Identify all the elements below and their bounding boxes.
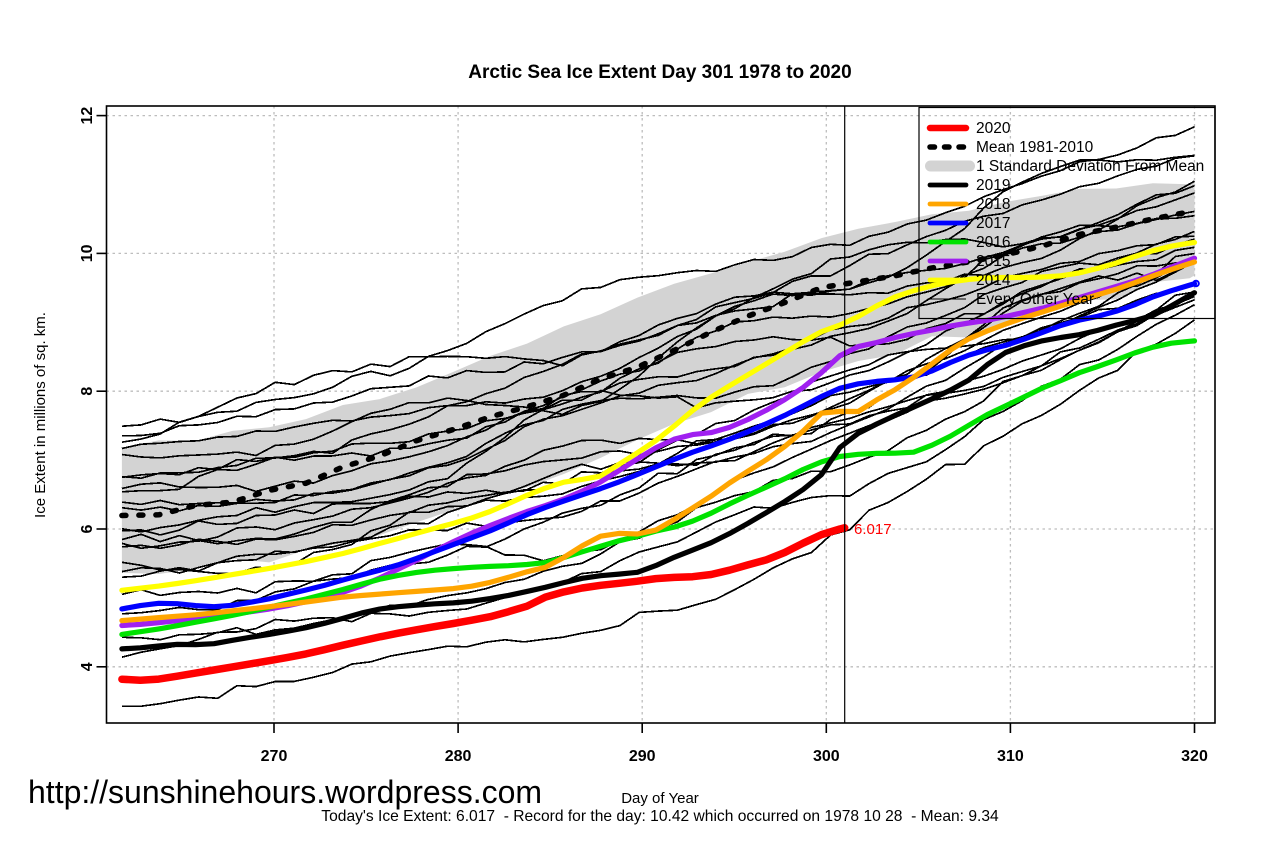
svg-text:Ice Extent in millions of sq.: Ice Extent in millions of sq. km.: [32, 312, 49, 518]
svg-text:310: 310: [997, 748, 1024, 765]
svg-text:1 Standard Deviation From Mean: 1 Standard Deviation From Mean: [976, 158, 1204, 175]
svg-text:2020: 2020: [976, 120, 1011, 137]
svg-text:Mean 1981-2010: Mean 1981-2010: [976, 139, 1094, 156]
svg-text:2014: 2014: [976, 272, 1011, 289]
svg-text:2019: 2019: [976, 177, 1010, 194]
svg-text:2015: 2015: [976, 253, 1010, 270]
svg-text:6.017: 6.017: [854, 521, 892, 538]
svg-text:Every Other Year: Every Other Year: [976, 291, 1094, 308]
svg-text:2016: 2016: [976, 234, 1010, 251]
svg-text:2017: 2017: [976, 215, 1010, 232]
svg-text:290: 290: [629, 748, 656, 765]
svg-text:300: 300: [813, 748, 840, 765]
svg-text:Arctic Sea Ice Extent Day 301: Arctic Sea Ice Extent Day 301 1978 to 20…: [468, 62, 851, 83]
svg-text:http://sunshinehours.wordpress: http://sunshinehours.wordpress.com: [28, 774, 542, 810]
svg-text:320: 320: [1181, 748, 1208, 765]
svg-text:8: 8: [79, 387, 96, 396]
svg-text:Today's Ice Extent: 6.017 - R: Today's Ice Extent: 6.017 - Record for t…: [321, 808, 999, 825]
svg-text:Day of Year: Day of Year: [621, 790, 699, 807]
svg-text:270: 270: [261, 748, 288, 765]
svg-text:12: 12: [79, 107, 96, 125]
svg-text:280: 280: [445, 748, 472, 765]
svg-text:2018: 2018: [976, 196, 1010, 213]
svg-text:10: 10: [79, 244, 96, 262]
svg-text:6: 6: [79, 524, 96, 533]
svg-text:4: 4: [79, 662, 96, 671]
